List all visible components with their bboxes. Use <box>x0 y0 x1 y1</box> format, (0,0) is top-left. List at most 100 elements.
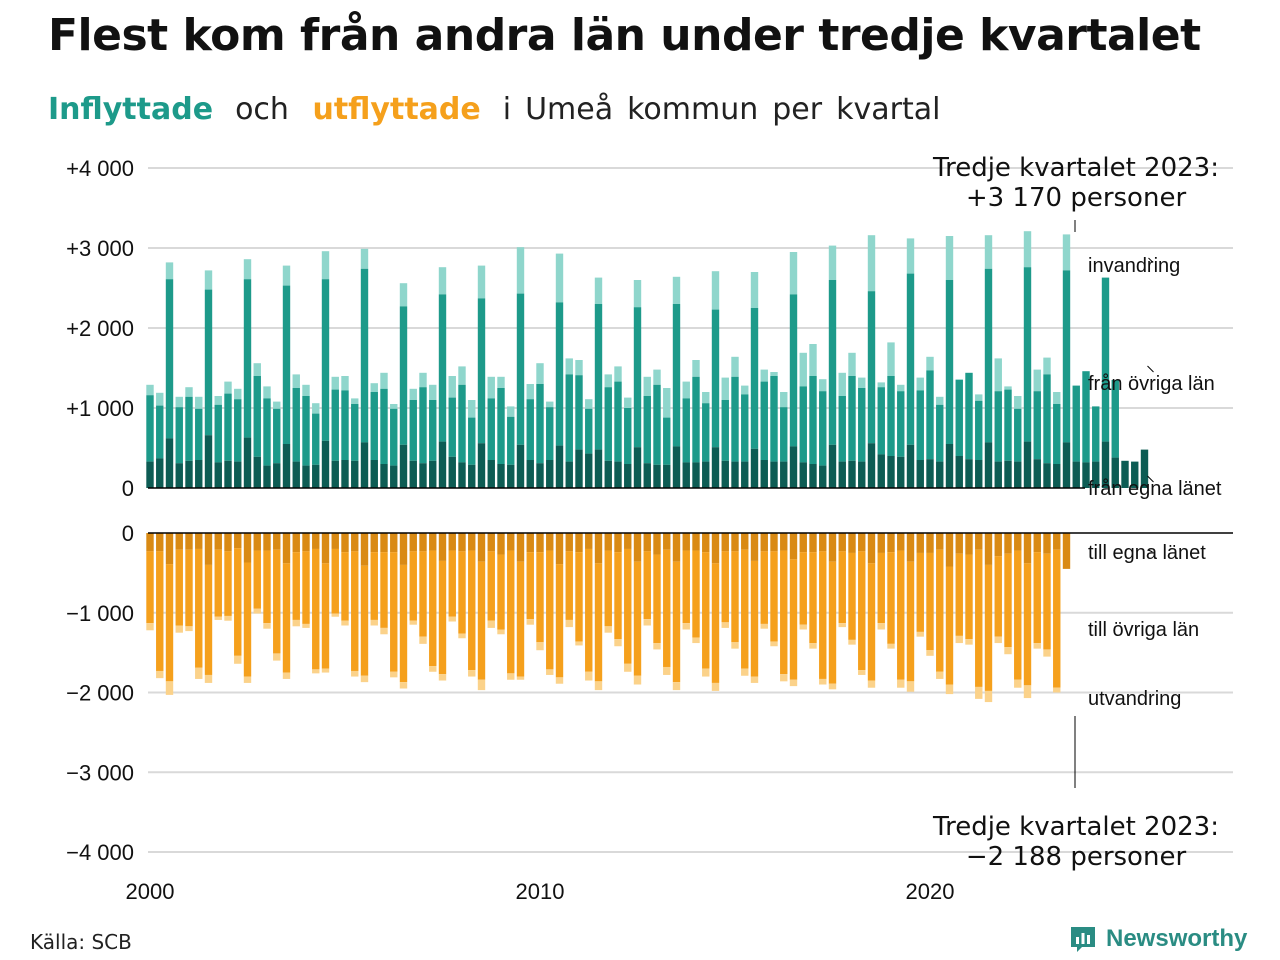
bar-in-fran-egna-lanet <box>1004 460 1012 488</box>
bar-in-fran-egna-lanet <box>448 456 456 488</box>
bar-in-fran-ovriga-lan <box>965 372 973 460</box>
bar-in-fran-egna-lanet <box>214 462 222 488</box>
bar-out-till-egna-lanet <box>351 533 359 552</box>
bar-out-utvandring <box>282 672 291 679</box>
bar-in-fran-egna-lanet <box>731 461 739 488</box>
bar-in-invandring <box>399 283 408 307</box>
bar-out-till-ovriga-lan <box>468 550 476 671</box>
bar-in-fran-ovriga-lan <box>370 392 378 460</box>
bar-out-utvandring <box>702 668 710 677</box>
bar-out-till-egna-lanet <box>1014 533 1022 551</box>
bar-in-fran-egna-lanet <box>721 460 729 488</box>
bar-in-fran-egna-lanet <box>780 461 788 488</box>
bar-out-till-ovriga-lan <box>633 561 642 676</box>
bar-out-till-egna-lanet <box>848 533 856 553</box>
bar-in-fran-ovriga-lan <box>390 408 398 466</box>
bar-in-fran-ovriga-lan <box>624 408 632 464</box>
bar-out-till-egna-lanet <box>1053 533 1061 550</box>
bar-in-fran-egna-lanet <box>906 444 915 488</box>
bar-in-invandring <box>195 396 203 409</box>
bar-out-till-egna-lanet <box>302 533 310 552</box>
bar-out-till-egna-lanet <box>916 533 924 553</box>
bar-out-till-ovriga-lan <box>711 563 720 683</box>
bar-in-invandring <box>770 372 778 376</box>
bar-out-till-ovriga-lan <box>614 552 622 640</box>
bar-out-till-ovriga-lan <box>682 550 690 624</box>
bar-out-till-egna-lanet <box>1023 533 1032 564</box>
bar-out-till-ovriga-lan <box>234 548 242 656</box>
x-tick: 2020 <box>906 879 955 904</box>
bar-out-utvandring <box>204 674 213 683</box>
bar-in-fran-ovriga-lan <box>760 381 768 460</box>
bar-out-utvandring <box>468 670 476 677</box>
bar-in-fran-egna-lanet <box>711 447 720 488</box>
bar-in-invandring <box>828 245 837 280</box>
bar-out-till-egna-lanet <box>819 533 827 552</box>
bar-out-utvandring <box>341 620 349 626</box>
bar-in-invandring <box>799 352 807 387</box>
label-utvandring: utvandring <box>1088 688 1181 710</box>
bar-in-fran-egna-lanet <box>487 460 495 488</box>
bar-out-till-egna-lanet <box>672 533 681 562</box>
bar-in-invandring <box>711 271 720 310</box>
leader-till-egna-lanet <box>1148 549 1153 553</box>
bar-in-invandring <box>468 400 476 418</box>
bar-out-till-egna-lanet <box>195 533 203 549</box>
bar-out-utvandring <box>780 674 788 682</box>
bar-out-utvandring <box>711 682 720 691</box>
bar-out-till-ovriga-lan <box>448 550 456 617</box>
bar-in-invandring <box>448 376 456 398</box>
bar-in-invandring <box>1062 234 1071 271</box>
subtitle-kvartal: kvartal <box>836 92 941 127</box>
bar-in-fran-ovriga-lan <box>409 400 417 461</box>
bar-in-fran-ovriga-lan <box>858 388 866 462</box>
bar-in-fran-ovriga-lan <box>653 384 661 465</box>
bar-out-till-egna-lanet <box>604 533 612 551</box>
bar-in-fran-ovriga-lan <box>351 404 359 461</box>
bar-in-invandring <box>936 396 944 405</box>
bar-out-utvandring <box>945 684 954 695</box>
subtitle-inflyttade: Inflyttade <box>48 92 214 127</box>
bar-in-fran-ovriga-lan <box>312 413 320 465</box>
bar-in-fran-egna-lanet <box>741 461 749 488</box>
bar-out-till-egna-lanet <box>185 533 193 550</box>
bar-out-utvandring <box>994 636 1002 644</box>
bar-out-till-ovriga-lan <box>585 548 593 672</box>
bar-out-till-ovriga-lan <box>858 551 866 671</box>
bar-in-invandring <box>604 374 612 388</box>
bar-out-utvandring <box>419 636 427 644</box>
bar-in-invandring <box>760 369 768 382</box>
bar-out-till-ovriga-lan <box>848 552 856 640</box>
bar-out-till-egna-lanet <box>887 533 895 553</box>
bar-in-fran-egna-lanet <box>594 449 603 488</box>
bar-in-invandring <box>477 265 486 299</box>
bar-in-invandring <box>156 392 164 406</box>
bar-in-fran-ovriga-lan <box>594 304 603 450</box>
bar-out-till-ovriga-lan <box>331 548 339 614</box>
bar-in-fran-egna-lanet <box>468 464 476 488</box>
bar-out-utvandring <box>536 642 544 651</box>
bar-out-utvandring <box>819 678 827 685</box>
bar-in-fran-egna-lanet <box>292 461 300 488</box>
bar-in-invandring <box>848 352 856 376</box>
bar-in-fran-ovriga-lan <box>994 391 1002 462</box>
bar-in-fran-egna-lanet <box>458 462 466 488</box>
bar-out-till-egna-lanet <box>370 533 378 553</box>
bar-out-till-egna-lanet <box>438 533 447 561</box>
bar-out-till-ovriga-lan <box>945 566 954 685</box>
bar-in-invandring <box>672 276 681 304</box>
bar-in-invandring <box>702 392 710 404</box>
bar-out-till-ovriga-lan <box>780 550 788 675</box>
brand-name: Newsworthy <box>1106 925 1248 952</box>
chart-subtitle: Inflyttade och utflyttade i Umeå kommun per kv… <box>48 92 940 127</box>
bar-in-fran-ovriga-lan <box>448 397 456 457</box>
bar-out-utvandring <box>175 625 183 633</box>
bar-in-fran-egna-lanet <box>604 460 612 488</box>
bar-in-fran-egna-lanet <box>565 461 573 488</box>
bar-out-utvandring <box>887 643 895 649</box>
bar-in-fran-ovriga-lan <box>1053 404 1061 464</box>
bar-out-till-ovriga-lan <box>263 550 271 624</box>
bar-in-fran-ovriga-lan <box>1004 389 1012 461</box>
bar-out-till-egna-lanet <box>146 533 154 552</box>
bar-out-till-egna-lanet <box>692 533 700 551</box>
